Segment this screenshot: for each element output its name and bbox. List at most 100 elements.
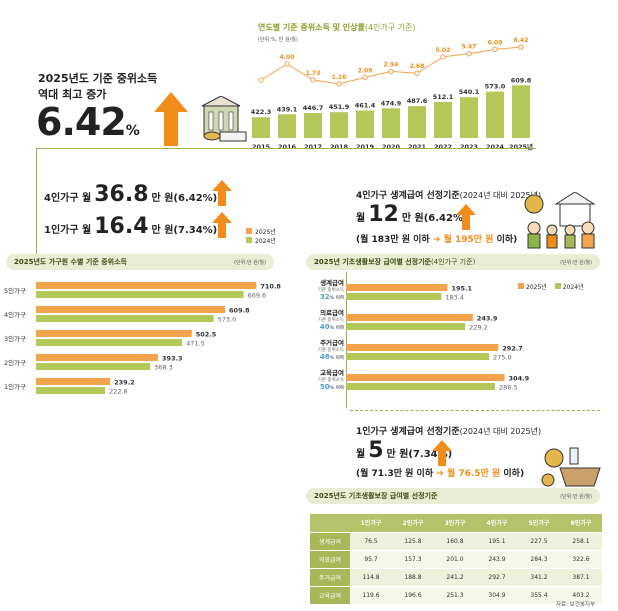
table-cell: 125.8 — [392, 532, 434, 551]
hh-bar-label-2025: 502.5 — [196, 331, 217, 339]
table-cell: 227.5 — [518, 532, 560, 551]
hh-bar-label-2025: 710.8 — [260, 283, 281, 291]
legend-right: 2025년 2024년 — [518, 282, 584, 291]
table-header-cell: 2인가구 — [392, 514, 434, 533]
trend-bar-label: 573.0 — [485, 83, 506, 91]
trend-bar — [278, 114, 296, 138]
hh-category-label: 4인가구 — [4, 310, 26, 319]
hh-bar-2025 — [36, 378, 111, 385]
trend-rate-label: 2.09 — [358, 67, 373, 74]
trend-bar — [434, 101, 452, 138]
trend-rate-label: 2.68 — [410, 63, 425, 70]
trend-rate-point — [440, 54, 446, 60]
up-arrow-icon — [212, 180, 232, 206]
legend-swatch-2024 — [554, 283, 561, 289]
benefit-pct: 40% 이하 — [319, 323, 344, 332]
trend-rate-point — [336, 81, 342, 87]
arrow-right-icon: ➔ — [436, 469, 444, 479]
trend-bar — [356, 110, 374, 138]
trend-rate-point — [414, 70, 420, 76]
up-arrow-icon — [212, 212, 232, 238]
headline-line1: 2025년도 기준 중위소득 — [38, 72, 158, 85]
table-row: 의료급여 95.7 157.3 201.0 243.9 284.3 322.6 — [310, 550, 602, 569]
table-cell: 251.3 — [434, 586, 476, 605]
trend-tick-label: 2022 — [434, 143, 452, 151]
table-cell: 188.8 — [392, 568, 434, 587]
trend-bar — [486, 91, 504, 138]
arrow-right-icon: ➔ — [432, 235, 441, 245]
hh-bar-2024 — [36, 291, 244, 298]
std-bar-label-2025: 292.7 — [502, 345, 523, 353]
headline-line2: 역대 최고 증가 — [38, 88, 107, 101]
benefit-pct: 32% 이하 — [319, 293, 344, 302]
trend-bar-label: 461.4 — [355, 102, 376, 110]
table-cell: 284.3 — [518, 550, 560, 569]
trend-tick-label: 2018 — [330, 143, 349, 151]
hh-bar-label-2025: 239.2 — [114, 379, 135, 387]
legend-swatch-2024 — [246, 237, 252, 243]
table-row-header: 의료급여 — [310, 550, 350, 569]
trend-bar — [304, 113, 322, 138]
trend-bar-label: 474.9 — [381, 99, 402, 107]
benefit-name: 교육급여 — [320, 369, 344, 377]
hh-bar-label-2024: 669.6 — [248, 292, 267, 300]
legend-swatch-2025 — [246, 228, 252, 234]
table-header-cell: 4인가구 — [476, 514, 518, 533]
trend-bar-label: 422.3 — [251, 108, 272, 116]
std-bar-label-2024: 275.0 — [493, 354, 512, 362]
table-header-cell: 5인가구 — [518, 514, 560, 533]
trend-tick-label: 2017 — [304, 143, 322, 151]
trend-title: 연도별 기준 중위소득 및 인상률(4인가구 기준) — [258, 23, 416, 32]
hh-bar-2025 — [36, 354, 158, 361]
std-section-header: 2025년 기초생활보장 급여별 선정기준(4인가구 기준) (단위:만 원/월) — [306, 254, 600, 270]
table-section-header: 2025년도 기초생활보장 급여별 선정기준 (단위:만 원/월) — [306, 488, 600, 504]
trend-rate-point — [284, 61, 290, 67]
hh-bar-label-2024: 471.5 — [186, 340, 205, 348]
coins-basket-icon — [541, 447, 601, 487]
std-bar-2024 — [346, 383, 495, 390]
benefit-1-title: 1인가구 생계급여 선정기준(2024년 대비 2025년) — [356, 427, 542, 437]
hh-bar-2024 — [36, 363, 151, 370]
trend-rate-point — [518, 44, 524, 50]
benefit-label: 교육급여 기준 중위소득 50% 이하 — [308, 370, 344, 392]
hh-bar-label-2024: 368.3 — [154, 364, 173, 372]
std-bar-2025 — [346, 314, 473, 321]
hh-category-label: 5인가구 — [4, 286, 26, 295]
hh-category-label: 1인가구 — [4, 382, 26, 391]
trend-rate-label: 2.94 — [384, 61, 399, 68]
hh-bar-2024 — [36, 339, 183, 346]
benefit-name: 의료급여 — [320, 309, 344, 317]
table-cell: 160.8 — [434, 532, 476, 551]
up-arrow-icon — [432, 440, 452, 466]
benefit-pct: 50% 이하 — [319, 383, 344, 392]
table-cell: 322.6 — [560, 550, 602, 569]
table-cell: 341.2 — [518, 568, 560, 587]
family-house-icon — [524, 192, 596, 249]
hh-bar-2025 — [36, 330, 192, 337]
benefit-pct: 48% 이하 — [319, 353, 344, 362]
trend-tick-label: 2016 — [278, 143, 297, 151]
bank-building-icon — [201, 96, 247, 142]
benefit-1-range: (월 71.3만 원 이하 ➔ 월 76.5만 원 이하) — [356, 469, 525, 479]
benefit-4-amount: 월 12 만 원(6.42%) — [356, 202, 468, 227]
trend-tick-label: 2015 — [252, 143, 271, 151]
divider-vertical — [36, 148, 37, 254]
trend-bar-label: 487.6 — [407, 97, 428, 105]
hh-bar-2025 — [36, 306, 226, 313]
benefit-label: 의료급여 기준 중위소득 40% 이하 — [308, 310, 344, 332]
benefit-4-title: 4인가구 생계급여 선정기준(2024년 대비 2025년) — [356, 191, 542, 201]
headline-value: 6.42% — [36, 100, 140, 144]
table-cell: 403.2 — [560, 586, 602, 605]
trend-bar — [382, 108, 400, 138]
big-up-arrow-icon — [154, 92, 188, 146]
table-header-cell — [310, 514, 350, 533]
table-cell: 241.2 — [434, 568, 476, 587]
trend-rate-label: 6.09 — [488, 39, 503, 46]
trend-bar-label: 446.7 — [303, 104, 324, 112]
table-cell: 243.9 — [476, 550, 518, 569]
trend-bar-label: 540.1 — [459, 88, 480, 96]
trend-tick-label: 2019 — [356, 143, 375, 151]
legend-swatch-2025 — [518, 283, 524, 289]
